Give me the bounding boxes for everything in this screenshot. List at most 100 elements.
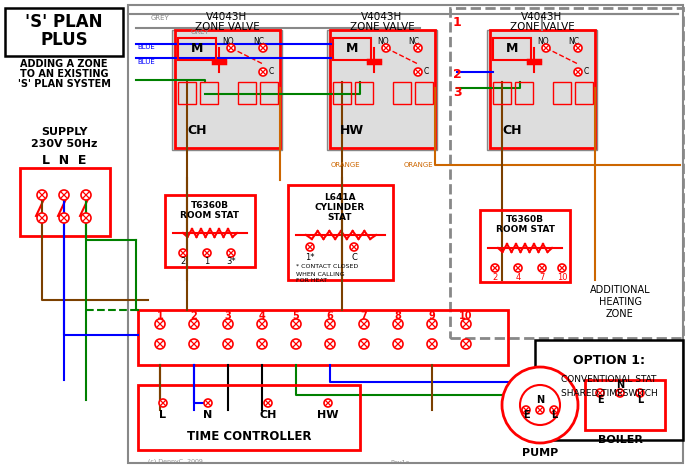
Bar <box>493 38 531 60</box>
Circle shape <box>59 190 69 200</box>
Text: 1: 1 <box>157 311 164 321</box>
Bar <box>5 8 123 56</box>
Text: L  N  E: L N E <box>42 154 86 167</box>
Circle shape <box>159 399 167 407</box>
Circle shape <box>81 213 91 223</box>
Circle shape <box>558 264 566 272</box>
Circle shape <box>259 44 267 52</box>
Bar <box>327 30 437 150</box>
Circle shape <box>59 213 69 223</box>
Bar <box>128 5 683 463</box>
Circle shape <box>223 319 233 329</box>
Text: WHEN CALLING: WHEN CALLING <box>296 271 344 277</box>
Bar <box>415 82 433 104</box>
Text: V4043H: V4043H <box>522 12 562 22</box>
Circle shape <box>223 339 233 349</box>
Text: CONVENTIONAL STAT: CONVENTIONAL STAT <box>561 375 657 385</box>
Text: 2: 2 <box>493 273 497 283</box>
Text: L: L <box>551 410 557 420</box>
Text: 3: 3 <box>453 86 462 98</box>
Text: * CONTACT CLOSED: * CONTACT CLOSED <box>296 264 358 270</box>
Text: 2: 2 <box>190 311 197 321</box>
Text: STAT: STAT <box>328 212 353 221</box>
Circle shape <box>291 319 301 329</box>
Text: HW: HW <box>317 410 339 420</box>
Circle shape <box>291 339 301 349</box>
Text: HEATING: HEATING <box>598 297 642 307</box>
Text: E: E <box>523 410 529 420</box>
Circle shape <box>324 399 332 407</box>
Circle shape <box>616 389 624 397</box>
Text: 'S' PLAN: 'S' PLAN <box>26 13 103 31</box>
Bar <box>20 168 110 236</box>
Circle shape <box>427 319 437 329</box>
Text: NO: NO <box>538 37 549 45</box>
Text: ADDING A ZONE: ADDING A ZONE <box>20 59 108 69</box>
Text: CYLINDER: CYLINDER <box>315 203 365 212</box>
Circle shape <box>414 44 422 52</box>
Circle shape <box>189 339 199 349</box>
Bar <box>175 30 280 148</box>
Bar <box>288 185 393 280</box>
Text: ADDITIONAL: ADDITIONAL <box>590 285 650 295</box>
Text: C: C <box>268 67 274 76</box>
Circle shape <box>522 406 530 414</box>
Bar <box>535 340 683 440</box>
Circle shape <box>393 339 403 349</box>
Circle shape <box>203 249 211 257</box>
Circle shape <box>502 367 578 443</box>
Circle shape <box>204 399 212 407</box>
Text: 3: 3 <box>225 311 231 321</box>
Text: ZONE VALVE: ZONE VALVE <box>350 22 415 32</box>
Text: 4: 4 <box>515 273 521 283</box>
Circle shape <box>227 249 235 257</box>
Text: N: N <box>616 380 624 390</box>
Text: NO: NO <box>222 37 234 45</box>
Circle shape <box>596 389 604 397</box>
Circle shape <box>227 44 235 52</box>
Bar <box>260 82 278 104</box>
Text: V4043H: V4043H <box>206 12 248 22</box>
Text: 6: 6 <box>326 311 333 321</box>
Circle shape <box>264 399 272 407</box>
Circle shape <box>189 319 199 329</box>
Circle shape <box>179 249 187 257</box>
Text: C: C <box>351 253 357 262</box>
Circle shape <box>461 319 471 329</box>
Text: C: C <box>583 67 589 76</box>
Circle shape <box>636 389 644 397</box>
Text: 'S' PLAN SYSTEM: 'S' PLAN SYSTEM <box>17 79 110 89</box>
Bar <box>333 38 371 60</box>
Circle shape <box>325 339 335 349</box>
Text: T6360B: T6360B <box>506 215 544 225</box>
Circle shape <box>514 264 522 272</box>
Circle shape <box>393 319 403 329</box>
Text: PLUS: PLUS <box>40 31 88 49</box>
Text: ZONE: ZONE <box>606 309 634 319</box>
Bar <box>172 30 282 150</box>
Bar <box>330 30 435 148</box>
Text: CH: CH <box>187 124 207 137</box>
Circle shape <box>155 319 165 329</box>
Text: 3*: 3* <box>226 257 236 266</box>
Text: ZONE VALVE: ZONE VALVE <box>510 22 574 32</box>
Circle shape <box>414 68 422 76</box>
Circle shape <box>257 319 267 329</box>
Text: OPTION 1:: OPTION 1: <box>573 353 645 366</box>
Bar <box>515 82 533 104</box>
Bar <box>333 82 351 104</box>
Circle shape <box>257 339 267 349</box>
Bar <box>138 385 360 450</box>
Text: 1: 1 <box>453 15 462 29</box>
Text: (c) DennyC. 2009: (c) DennyC. 2009 <box>148 460 203 465</box>
Text: 10: 10 <box>460 311 473 321</box>
Circle shape <box>359 319 369 329</box>
Text: 2: 2 <box>180 257 186 266</box>
Bar <box>165 195 255 267</box>
Text: N: N <box>204 410 213 420</box>
Bar <box>487 30 597 150</box>
Bar <box>553 82 571 104</box>
Text: 1*: 1* <box>305 253 315 262</box>
Text: NO: NO <box>377 37 388 45</box>
Text: FOR HEAT: FOR HEAT <box>296 278 327 284</box>
